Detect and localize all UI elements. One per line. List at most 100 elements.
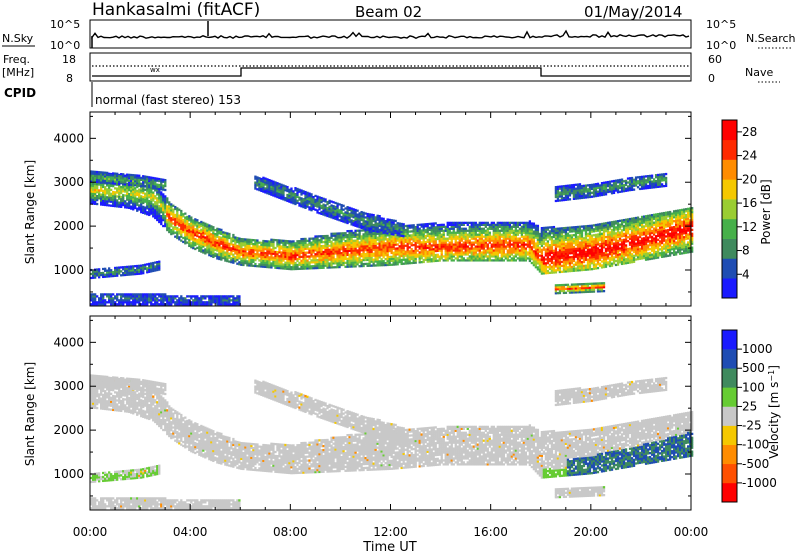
- echo-cell: [232, 245, 235, 249]
- echo-cell: [328, 213, 331, 216]
- echo-cell: [404, 254, 407, 257]
- echo-cell: [184, 242, 187, 245]
- echo-cell: [450, 235, 453, 238]
- echo-cell: [448, 233, 451, 236]
- echo-cell: [370, 250, 373, 253]
- echo-cell: [374, 242, 377, 245]
- echo-cell: [494, 235, 497, 238]
- echo-cell: [360, 222, 363, 226]
- echo-cell: [156, 261, 159, 264]
- echo-cell: [360, 255, 363, 258]
- echo-cell: [338, 211, 341, 214]
- echo-cell: [386, 263, 389, 267]
- echo-cell: [522, 259, 526, 262]
- echo-cell: [112, 198, 115, 202]
- echo-cell: [342, 255, 345, 259]
- echo-cell: [456, 245, 459, 248]
- echo-cell: [514, 245, 518, 248]
- echo-cell: [530, 230, 534, 233]
- echo-cell: [278, 265, 281, 268]
- echo-cell: [512, 233, 515, 236]
- echo-cell: [490, 245, 493, 248]
- echo-cell: [376, 236, 379, 239]
- echo-cell: [508, 247, 511, 250]
- echo-cell: [308, 200, 311, 203]
- echo-cell: [452, 247, 455, 250]
- echo-cell: [488, 257, 491, 260]
- echo-cell: [306, 247, 309, 250]
- echo-cell: [344, 232, 347, 235]
- echo-cell: [304, 237, 307, 241]
- echo-cell: [230, 295, 233, 298]
- echo-cell: [110, 172, 113, 176]
- echo-cell: [428, 246, 431, 249]
- echo-cell: [320, 200, 323, 204]
- echo-cell: [246, 240, 249, 243]
- echo-cell: [244, 256, 247, 259]
- echo-cell: [108, 188, 111, 191]
- echo-cell: [102, 275, 105, 279]
- echo-cell: [130, 199, 133, 202]
- echo-cell: [278, 251, 281, 254]
- echo-cell: [376, 218, 379, 221]
- echo-cell: [108, 275, 111, 278]
- echo-cell: [322, 252, 325, 256]
- echo-cell: [166, 295, 169, 298]
- echo-cell: [306, 239, 309, 242]
- echo-cell: [180, 211, 183, 215]
- echo-cell: [370, 232, 373, 236]
- echo-cell: [98, 197, 101, 200]
- echo-cell: [536, 234, 540, 237]
- echo-cell: [112, 200, 115, 204]
- echo-cell: [110, 194, 113, 197]
- echo-cell: [498, 231, 501, 234]
- echo-cell: [486, 237, 489, 240]
- echo-cell: [216, 243, 219, 246]
- echo-cell: [106, 202, 109, 205]
- echo-cell: [304, 245, 307, 248]
- echo-cell: [336, 244, 339, 247]
- echo-cell: [540, 272, 544, 275]
- echo-cell: [546, 256, 550, 259]
- echo-cell: [112, 190, 115, 194]
- echo-cell: [332, 209, 335, 212]
- echo-cell: [290, 195, 293, 198]
- echo-cell: [334, 248, 337, 251]
- echo-cell: [214, 234, 217, 238]
- echo-cell: [292, 264, 295, 267]
- echo-cell: [170, 223, 173, 226]
- echo-cell: [112, 174, 115, 177]
- echo-cell: [296, 195, 299, 199]
- echo-cell: [152, 293, 155, 296]
- echo-cell: [140, 189, 143, 192]
- echo-cell: [160, 218, 163, 222]
- echo-cell: [226, 257, 229, 261]
- echo-cell: [344, 219, 347, 222]
- echo-cell: [286, 193, 289, 197]
- echo-cell: [190, 232, 193, 235]
- echo-cell: [200, 250, 203, 253]
- echo-cell: [452, 249, 455, 252]
- echo-cell: [388, 226, 391, 229]
- echo-cell: [420, 225, 423, 228]
- echo-cell: [190, 220, 193, 223]
- echo-cell: [512, 237, 515, 240]
- echo-cell: [412, 226, 415, 229]
- beam-title: Beam 02: [355, 3, 422, 21]
- echo-cell: [124, 188, 127, 191]
- echo-cell: [198, 231, 201, 235]
- echo-cell: [166, 201, 169, 204]
- echo-cell: [446, 229, 449, 232]
- echo-cell: [336, 206, 339, 209]
- echo-cell: [468, 221, 471, 225]
- echo-cell: [280, 253, 283, 256]
- echo-cell: [486, 235, 489, 238]
- echo-cell: [148, 203, 151, 207]
- echo-cell: [264, 179, 267, 182]
- echo-cell: [482, 253, 485, 256]
- echo-cell: [298, 263, 301, 267]
- echo-cell: [502, 229, 505, 232]
- echo-cell: [394, 227, 397, 230]
- echo-cell: [374, 230, 377, 233]
- echo-cell: [152, 176, 155, 180]
